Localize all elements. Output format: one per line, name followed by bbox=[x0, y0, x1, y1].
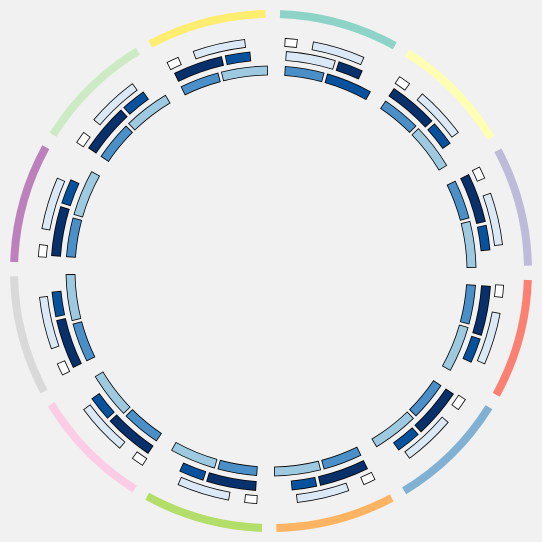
track-tile bbox=[274, 460, 322, 477]
track-tile bbox=[460, 174, 486, 225]
track-tile bbox=[476, 311, 501, 365]
track-tile bbox=[100, 125, 133, 162]
track-tile bbox=[61, 179, 80, 207]
track-tile bbox=[220, 65, 268, 82]
track-tile bbox=[56, 317, 82, 368]
track-tile bbox=[388, 88, 433, 128]
track-tile bbox=[459, 284, 476, 325]
track-tile bbox=[380, 100, 417, 133]
track-tile bbox=[451, 394, 466, 411]
track-tile bbox=[311, 41, 365, 66]
track-tile bbox=[41, 177, 66, 231]
track-tile bbox=[51, 206, 70, 257]
track-tile bbox=[414, 388, 454, 433]
track-tile bbox=[324, 73, 371, 101]
track-tile bbox=[109, 414, 154, 454]
track-tile bbox=[392, 427, 419, 451]
outer-ring-segment bbox=[279, 10, 397, 50]
track-tile bbox=[206, 472, 257, 491]
track-tile bbox=[360, 471, 376, 486]
track-tile bbox=[72, 321, 96, 362]
track-tile bbox=[460, 220, 477, 268]
track-tile bbox=[66, 217, 83, 258]
track-tile bbox=[284, 66, 325, 83]
track-tile bbox=[446, 180, 470, 221]
outer-ring-segment bbox=[145, 492, 263, 532]
track-tile bbox=[171, 441, 218, 469]
track-tile bbox=[290, 476, 318, 491]
track-tile bbox=[416, 93, 459, 138]
outer-ring-segment bbox=[10, 145, 50, 263]
track-tile bbox=[91, 392, 115, 419]
track-tile bbox=[482, 192, 503, 246]
outer-ring-segment bbox=[402, 405, 493, 495]
track-tile bbox=[125, 409, 162, 442]
track-tile bbox=[317, 460, 368, 486]
track-tile bbox=[174, 56, 225, 82]
track-tile bbox=[244, 494, 258, 504]
track-tile bbox=[462, 335, 481, 363]
track-tile bbox=[404, 416, 449, 459]
track-tile bbox=[93, 83, 138, 126]
outer-ring-segment bbox=[276, 494, 394, 532]
track-tile bbox=[94, 371, 131, 414]
track-tile bbox=[441, 324, 469, 371]
track-tile bbox=[88, 109, 128, 154]
track-tile bbox=[217, 459, 258, 476]
track-tile bbox=[192, 39, 246, 60]
track-tile bbox=[321, 446, 362, 470]
outer-ring-segment bbox=[47, 402, 137, 493]
outer-ring-segment bbox=[405, 49, 495, 140]
track-tile bbox=[394, 76, 411, 91]
track-tile bbox=[73, 171, 101, 218]
track-tile bbox=[166, 56, 182, 71]
track-tile bbox=[38, 244, 48, 258]
track-tile bbox=[179, 462, 207, 481]
track-tile bbox=[224, 51, 252, 66]
track-tile bbox=[128, 94, 171, 131]
track-tile bbox=[76, 131, 91, 148]
track-tile bbox=[39, 296, 60, 350]
track-tile bbox=[180, 72, 221, 96]
outer-ring-segment bbox=[10, 276, 48, 394]
track-tile bbox=[409, 380, 442, 417]
track-tile bbox=[335, 61, 363, 80]
track-tile bbox=[123, 91, 150, 115]
track-tile bbox=[65, 274, 82, 322]
track-tile bbox=[471, 166, 486, 182]
track-tile bbox=[371, 411, 414, 448]
track-tile bbox=[472, 285, 491, 336]
track-tile bbox=[131, 451, 148, 466]
track-tile bbox=[51, 290, 66, 318]
track-tile bbox=[284, 38, 298, 48]
outer-ring-segment bbox=[494, 148, 532, 266]
track-tile bbox=[177, 476, 231, 501]
outer-ring-segment bbox=[148, 10, 266, 48]
track-tile bbox=[83, 404, 126, 449]
track-tile bbox=[285, 51, 336, 70]
outer-ring-segment bbox=[492, 279, 532, 397]
outer-ring-segment bbox=[49, 47, 140, 137]
track-tile bbox=[296, 482, 350, 503]
track-tile bbox=[411, 128, 448, 171]
track-tile bbox=[427, 123, 451, 150]
track-tile bbox=[494, 284, 504, 298]
track-tile bbox=[476, 224, 491, 252]
track-tile bbox=[56, 360, 71, 376]
